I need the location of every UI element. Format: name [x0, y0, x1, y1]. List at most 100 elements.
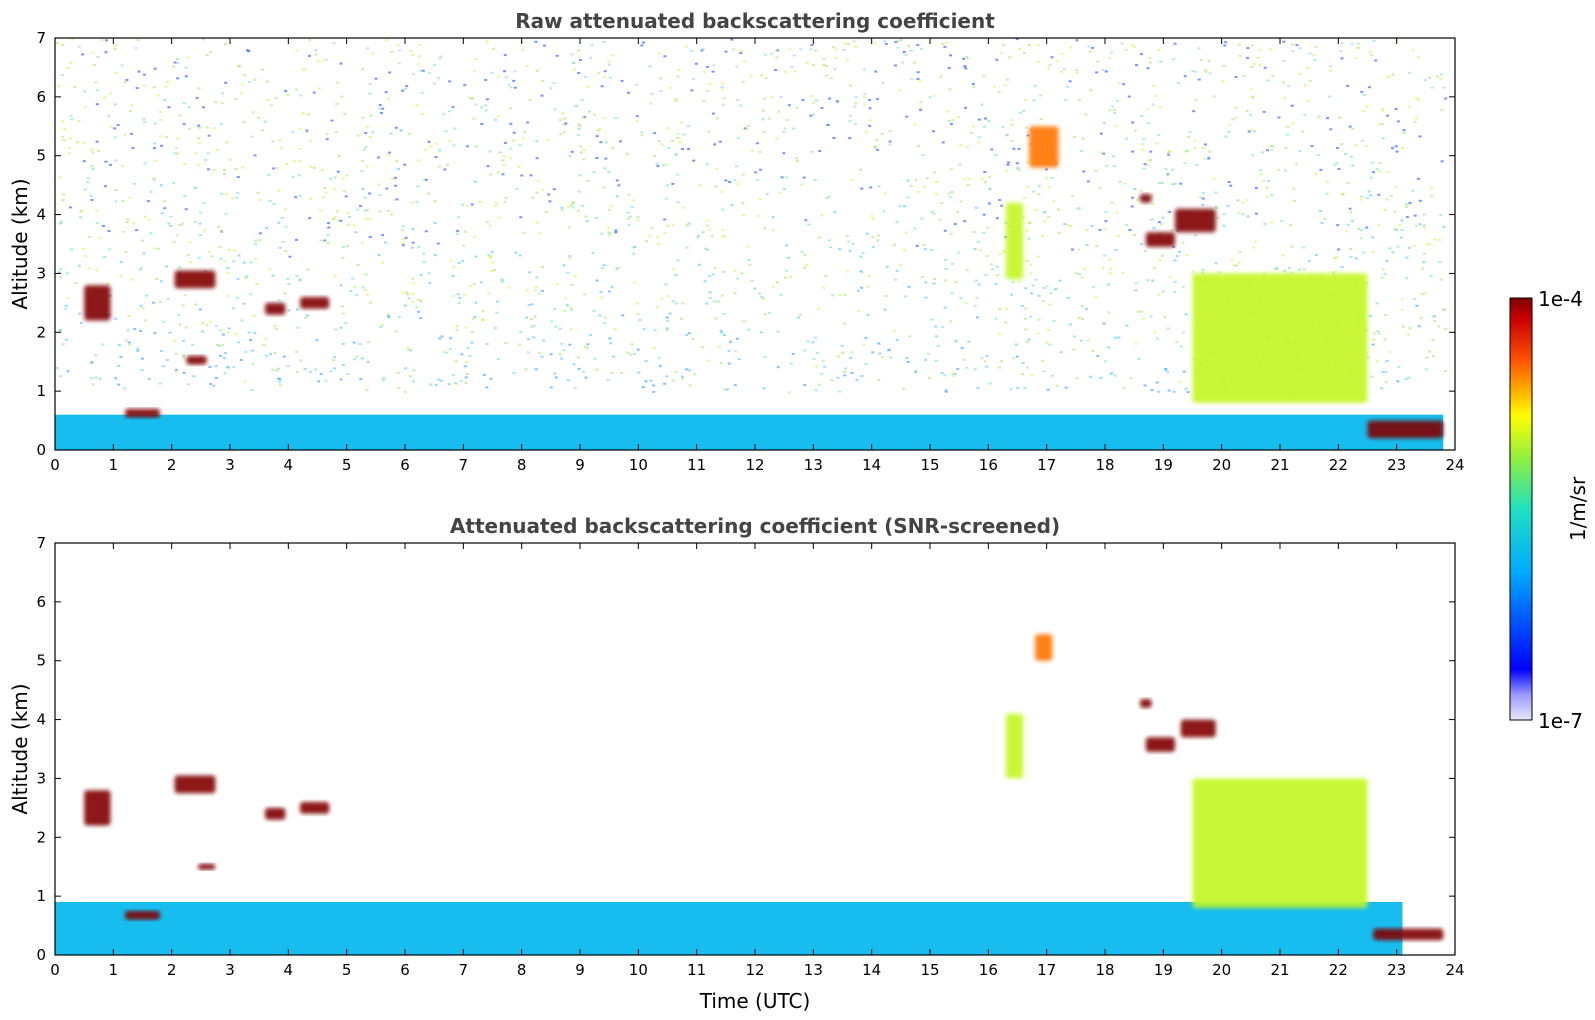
noise-speckle [1186, 391, 1190, 394]
noise-speckle [1284, 169, 1288, 172]
noise-speckle [130, 278, 134, 281]
noise-speckle [1356, 42, 1360, 45]
noise-speckle [103, 256, 107, 258]
noise-speckle [998, 366, 1002, 369]
axis-ticks: 0 1 2 3 4 5 6 7 8 9 10 11 12 13 14 15 16 17 18 19 20 21 22 23 24… [36, 534, 1464, 979]
noise-speckle [384, 91, 388, 94]
noise-speckle [227, 366, 230, 369]
noise-speckle [1107, 283, 1110, 286]
noise-speckle [474, 103, 478, 106]
noise-speckle [139, 304, 143, 307]
noise-speckle [1326, 180, 1330, 183]
noise-speckle [814, 99, 818, 102]
noise-speckle [401, 238, 405, 241]
noise-speckle [806, 61, 810, 64]
noise-speckle [1005, 169, 1009, 172]
noise-speckle [304, 316, 308, 319]
noise-speckle [1024, 99, 1028, 102]
noise-speckle [188, 241, 192, 244]
noise-speckle [365, 125, 369, 128]
noise-speckle [321, 59, 325, 62]
noise-speckle [496, 75, 500, 78]
noise-speckle [346, 245, 349, 248]
noise-speckle [243, 74, 247, 77]
cloud-feature-cell [1145, 232, 1175, 247]
noise-speckle [176, 62, 180, 65]
noise-speckle [417, 55, 421, 58]
noise-speckle [284, 90, 288, 92]
noise-speckle [142, 73, 146, 76]
noise-speckle [1259, 173, 1263, 176]
noise-speckle [173, 339, 177, 342]
noise-speckle [1151, 279, 1155, 282]
noise-speckle [1108, 258, 1112, 261]
noise-speckle [103, 96, 107, 99]
noise-speckle [956, 211, 959, 214]
noise-speckle [509, 147, 513, 150]
noise-speckle [871, 246, 875, 248]
noise-speckle [549, 353, 553, 356]
noise-speckle [1230, 258, 1234, 261]
noise-speckle [1326, 117, 1329, 120]
noise-speckle [1383, 338, 1387, 341]
noise-speckle [55, 42, 59, 45]
noise-speckle [378, 107, 382, 110]
noise-speckle [235, 196, 239, 199]
noise-speckle [1010, 293, 1014, 296]
noise-speckle [227, 331, 231, 334]
noise-speckle [474, 145, 478, 148]
noise-speckle [988, 176, 992, 179]
noise-speckle [1442, 225, 1446, 228]
noise-speckle [561, 112, 565, 115]
noise-speckle [1163, 316, 1167, 319]
noise-speckle [607, 208, 611, 211]
noise-speckle [61, 44, 65, 47]
noise-speckle [896, 39, 900, 42]
noise-speckle [584, 215, 588, 218]
x-tick-label: 21 [1270, 961, 1289, 979]
noise-speckle [1415, 304, 1419, 307]
noise-speckle [576, 134, 580, 137]
noise-speckle [254, 239, 258, 242]
noise-speckle [323, 239, 327, 242]
x-tick-label: 15 [920, 456, 939, 474]
x-tick-label: 11 [687, 456, 706, 474]
noise-speckle [711, 273, 715, 276]
noise-speckle [1027, 338, 1031, 341]
noise-speckle [795, 160, 799, 162]
noise-speckle [186, 254, 190, 256]
noise-speckle [1057, 231, 1061, 234]
noise-speckle [153, 122, 157, 125]
cloud-feature-cell [1175, 208, 1216, 233]
cloud-feature-cell [1140, 699, 1152, 708]
noise-speckle [512, 139, 516, 142]
noise-speckle [1381, 137, 1385, 140]
noise-speckle [1395, 150, 1399, 153]
noise-speckle [143, 215, 147, 218]
noise-speckle [1091, 350, 1095, 353]
noise-speckle [736, 98, 740, 101]
noise-speckle [485, 40, 489, 43]
noise-speckle [1158, 259, 1162, 262]
noise-speckle [574, 105, 578, 108]
noise-speckle [566, 271, 570, 274]
noise-speckle [1271, 145, 1275, 148]
noise-speckle [59, 222, 62, 225]
noise-speckle [843, 294, 847, 297]
noise-speckle [644, 380, 648, 383]
noise-speckle [600, 85, 604, 88]
noise-speckle [408, 375, 412, 378]
noise-speckle [863, 93, 867, 96]
noise-speckle [1052, 200, 1056, 203]
noise-speckle [626, 351, 629, 354]
noise-speckle [152, 178, 156, 181]
noise-speckle [1405, 216, 1409, 218]
noise-speckle [175, 152, 179, 155]
noise-speckle [1149, 315, 1153, 318]
noise-speckle [66, 67, 70, 70]
noise-speckle [1422, 213, 1426, 216]
noise-speckle [1253, 240, 1257, 243]
noise-speckle [355, 355, 359, 358]
noise-speckle [953, 223, 957, 226]
noise-speckle [1310, 145, 1314, 148]
